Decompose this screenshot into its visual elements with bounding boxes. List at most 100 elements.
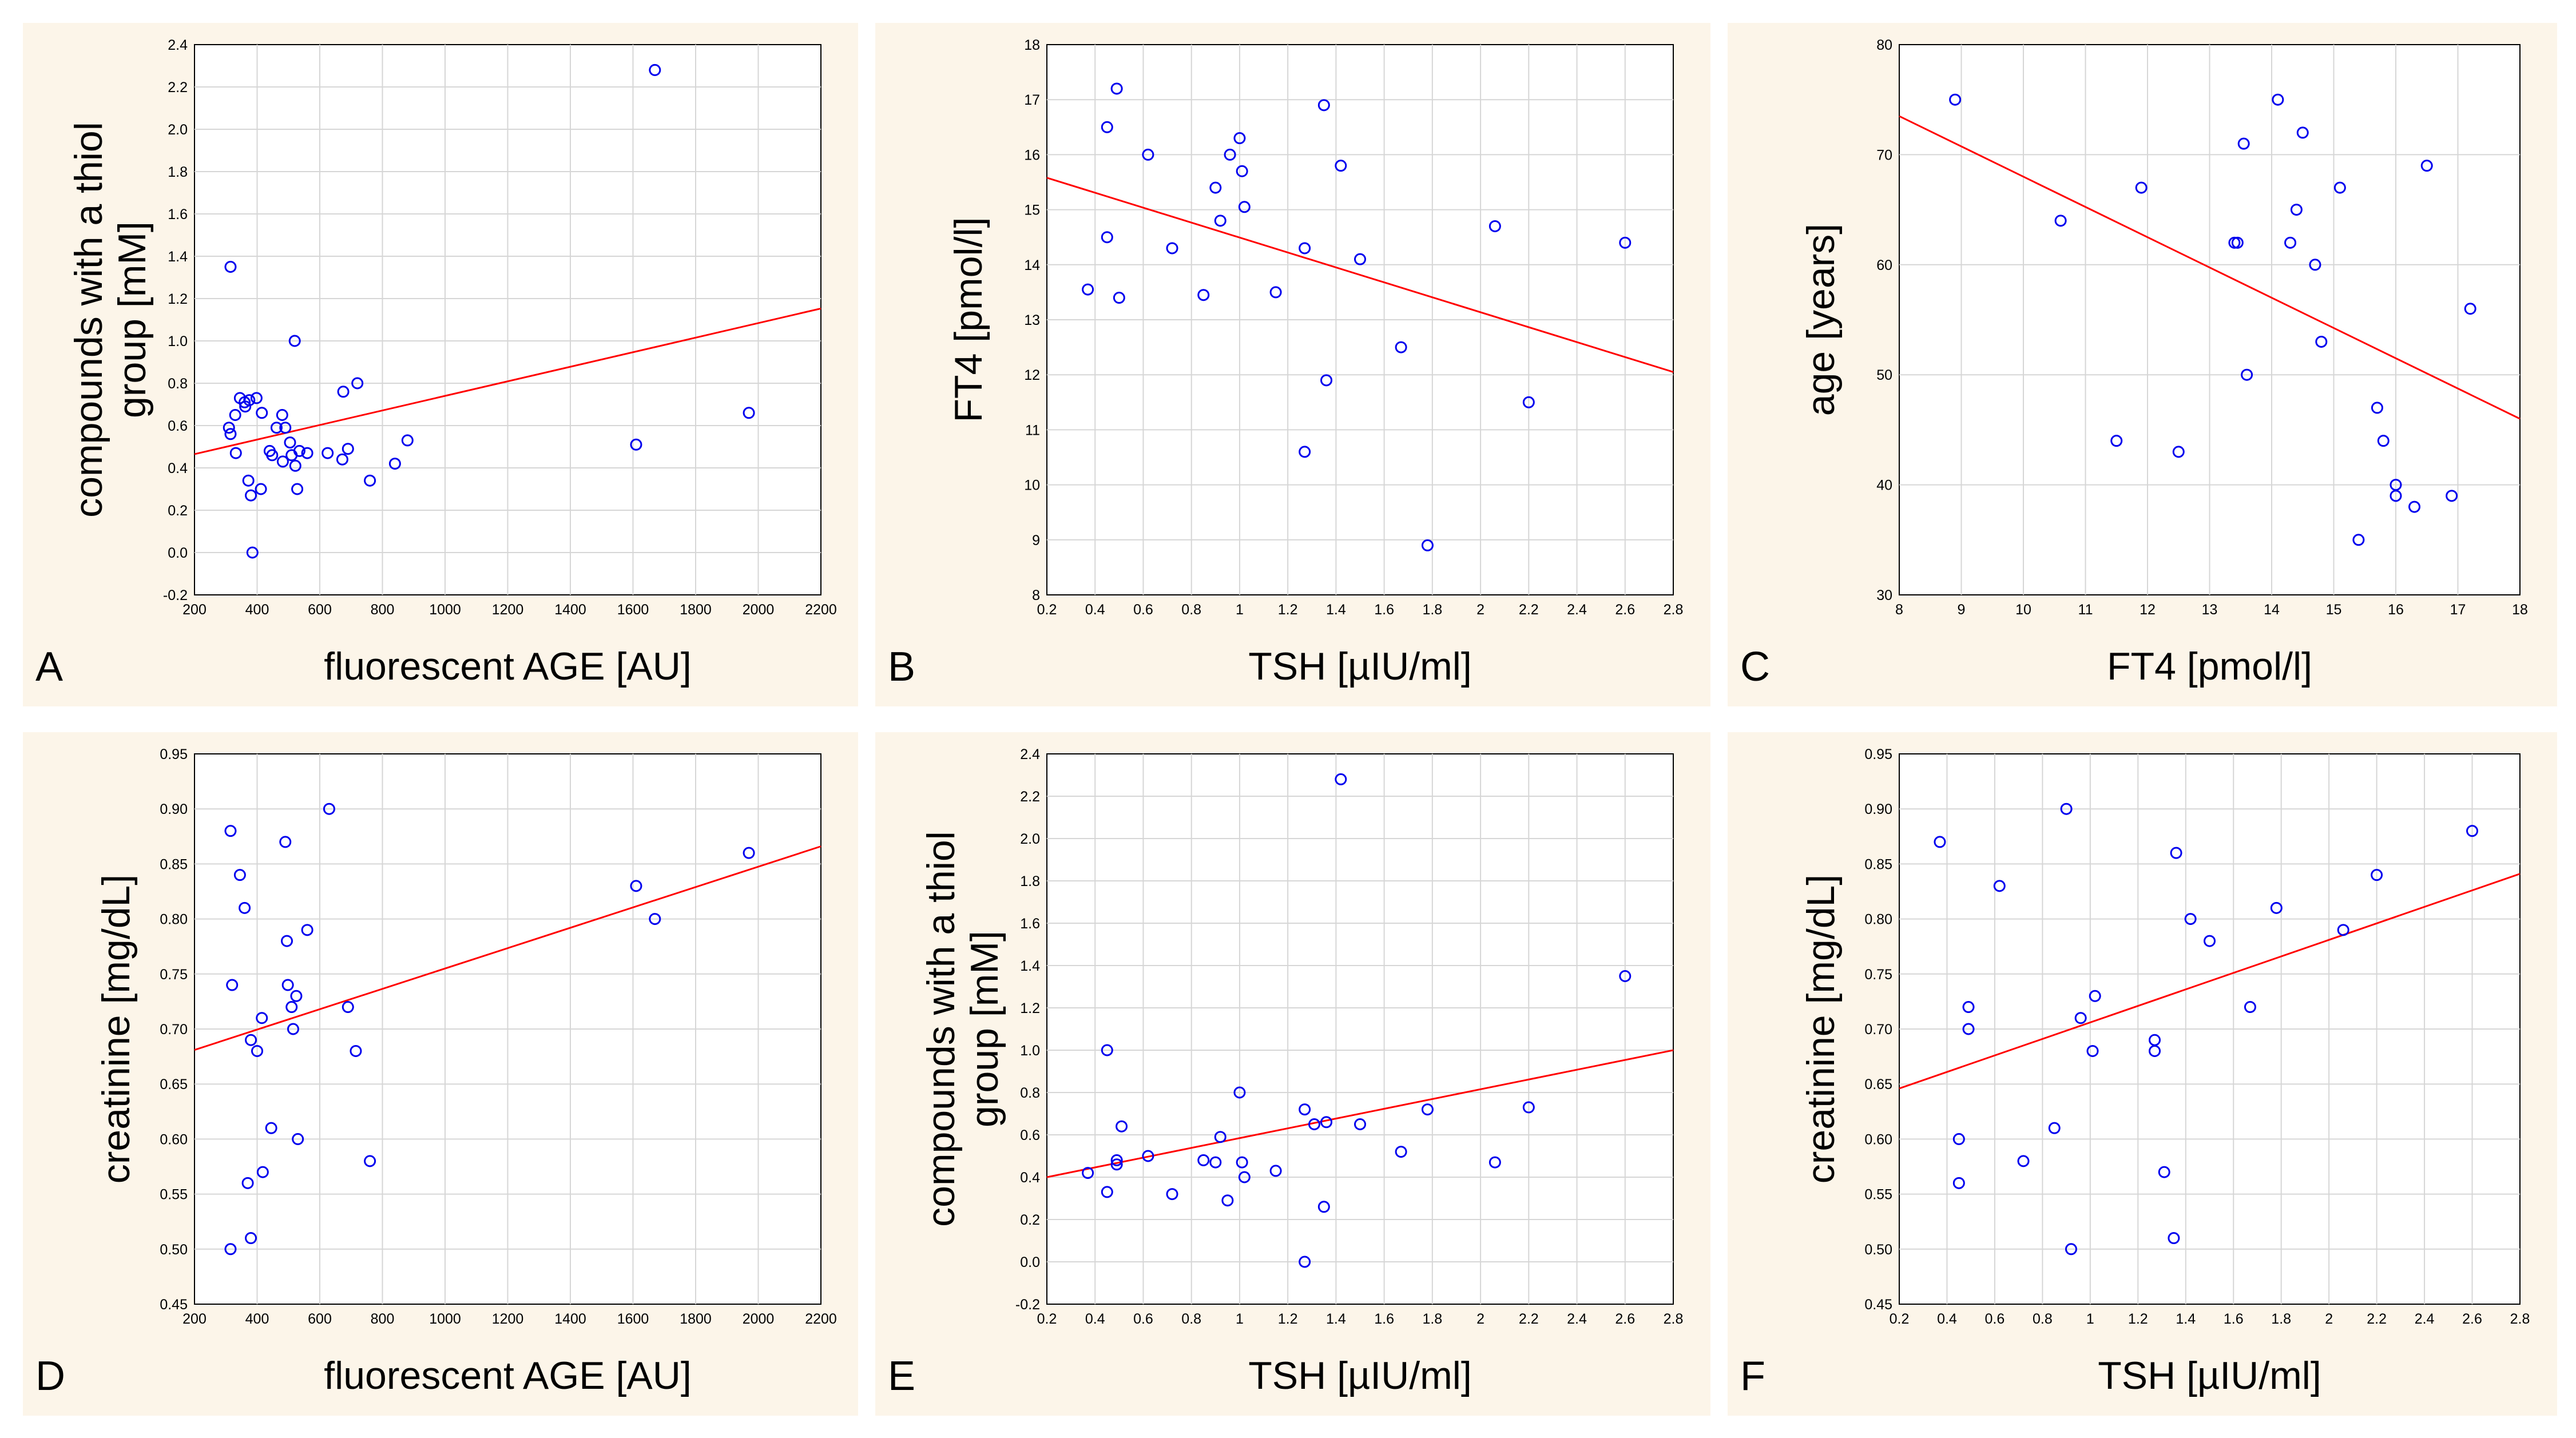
y-tick-label: 14	[1024, 257, 1040, 273]
y-tick-label: 2.2	[1020, 789, 1040, 805]
data-point	[1354, 253, 1366, 265]
x-tick-label: 2200	[805, 602, 837, 618]
data-point	[276, 409, 288, 421]
data-point	[1082, 1167, 1094, 1179]
y-axis-label: FT4 [pmol/l]	[947, 217, 990, 423]
data-point	[1214, 214, 1227, 227]
data-point	[281, 935, 293, 947]
data-point	[1110, 82, 1123, 95]
y-tick-label: -0.2	[1015, 1297, 1040, 1313]
data-point	[1214, 1131, 1227, 1143]
data-point	[1962, 1001, 1975, 1014]
y-tick-label: 2.0	[1020, 831, 1040, 847]
x-tick-label: 0.2	[1890, 1311, 1910, 1327]
data-point	[2408, 500, 2421, 513]
y-tick-label: 0.70	[1864, 1022, 1892, 1038]
data-point	[342, 443, 354, 455]
data-point	[342, 1001, 354, 1014]
y-tick-label: 2.4	[1020, 746, 1040, 762]
x-tick-label: 1.8	[1422, 1311, 1442, 1327]
data-point	[233, 869, 246, 881]
y-tick-label: 0.90	[1864, 801, 1892, 817]
y-tick-label: 8	[1032, 587, 1040, 603]
data-point	[2110, 435, 2123, 447]
data-point	[2284, 236, 2297, 249]
data-point	[1166, 242, 1178, 255]
data-point	[1236, 1156, 1248, 1169]
x-tick-label: 0.4	[1085, 602, 1105, 618]
y-tick-label: 0.70	[160, 1022, 188, 1038]
data-point	[1233, 132, 1246, 145]
data-point	[229, 447, 242, 459]
x-tick-label: 2	[1476, 1311, 1485, 1327]
data-point	[250, 392, 263, 404]
y-tick-label: 0.8	[1020, 1085, 1040, 1101]
x-tick-label: 1	[2086, 1311, 2094, 1327]
data-point	[288, 335, 301, 347]
data-point	[351, 377, 364, 390]
x-tick-label: 11	[2078, 602, 2093, 618]
x-tick-label: 2.8	[1664, 602, 1684, 618]
data-point	[364, 1155, 376, 1167]
x-axis-label: FT4 [pmol/l]	[2107, 645, 2312, 688]
data-point	[2060, 803, 2073, 815]
data-point	[1952, 1133, 1965, 1145]
data-point	[1238, 201, 1251, 213]
regression-line	[1899, 115, 2521, 420]
data-point	[287, 1023, 299, 1035]
x-tick-label: 400	[245, 602, 269, 618]
x-axis-label: fluorescent AGE [AU]	[324, 645, 692, 688]
x-tick-label: 2.4	[1567, 602, 1587, 618]
data-point	[1233, 1086, 1246, 1099]
y-tick-label: 0.8	[168, 376, 188, 392]
x-tick-label: 12	[2140, 602, 2156, 618]
data-point	[2352, 534, 2365, 546]
data-point	[1101, 1186, 1113, 1198]
data-point	[1421, 539, 1434, 551]
x-tick-label: 200	[182, 1311, 207, 1327]
panel-e-tsh-vs-thiol: 0.2 0.4 0.6 0.8 1 1.2 1.4 1.6 1.8 2 2.2 2.4 2.6 2.8 -0…	[875, 732, 1710, 1416]
data-point	[276, 455, 289, 468]
x-tick-label: 1	[1236, 602, 1244, 618]
x-tick-label: 1.4	[2176, 1311, 2196, 1327]
data-point	[2054, 214, 2067, 227]
data-point	[2065, 1243, 2077, 1256]
y-axis-label: compounds with a thiol	[67, 122, 110, 518]
y-tick-label: 0.50	[160, 1242, 188, 1258]
data-point	[1335, 773, 1347, 785]
panel-letter: D	[35, 1353, 65, 1399]
y-tick-label: 0.55	[1864, 1187, 1892, 1203]
y-tick-label: 2.0	[168, 122, 188, 138]
data-point	[2086, 1044, 2099, 1057]
y-tick-label: 0.90	[160, 801, 188, 817]
data-point	[285, 1001, 298, 1014]
data-point	[1320, 1116, 1333, 1129]
x-tick-label: 15	[2326, 602, 2342, 618]
y-tick-label: 0.0	[1020, 1254, 1040, 1270]
data-point	[256, 1166, 269, 1178]
x-tick-label: 2200	[805, 1311, 837, 1327]
x-tick-label: 1.6	[1374, 602, 1394, 618]
data-point	[279, 422, 292, 434]
x-tick-label: 2.6	[1615, 602, 1635, 618]
y-tick-label: 1.4	[1020, 958, 1040, 974]
data-point	[2168, 1232, 2180, 1245]
y-tick-label: 0.65	[1864, 1076, 1892, 1093]
x-tick-label: 18	[2512, 602, 2528, 618]
x-tick-label: 2.4	[1567, 1311, 1587, 1327]
data-point	[321, 447, 334, 459]
y-tick-label: 1.2	[168, 291, 188, 307]
x-tick-label: 1.6	[2224, 1311, 2244, 1327]
data-point	[245, 1034, 257, 1046]
y-tick-label: 2.2	[168, 80, 188, 96]
data-point	[2270, 901, 2283, 914]
x-tick-label: 400	[245, 1311, 269, 1327]
data-point	[1269, 1165, 1282, 1177]
x-tick-label: 17	[2450, 602, 2466, 618]
data-point	[2149, 1044, 2161, 1057]
data-point	[1299, 1256, 1311, 1268]
x-tick-label: 2.6	[2462, 1311, 2482, 1327]
x-tick-label: 9	[1958, 602, 1966, 618]
x-tick-label: 200	[182, 602, 207, 618]
data-point	[2237, 137, 2250, 150]
